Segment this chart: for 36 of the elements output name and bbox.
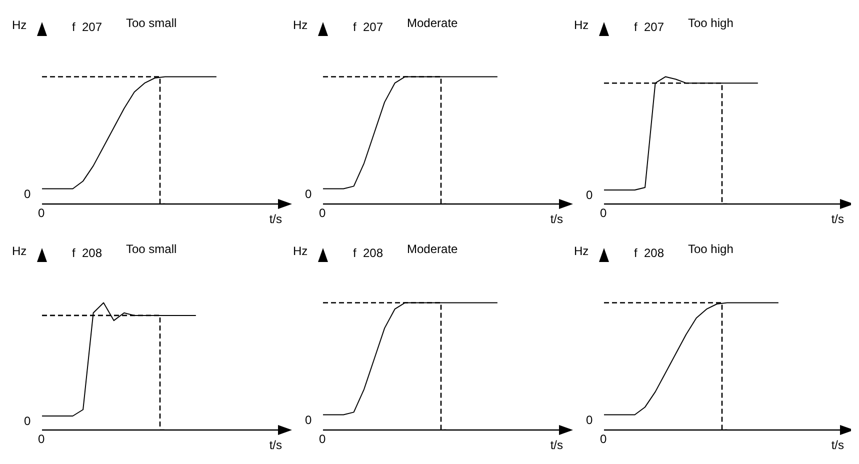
text: 0 [38, 206, 45, 220]
text: 0 [319, 206, 326, 220]
text: 0 [24, 414, 31, 428]
x-axis-title: t/s [550, 212, 563, 226]
chart-subtitle: Too high [688, 242, 734, 256]
chart-title: f 208 [353, 246, 384, 260]
text: 0 [305, 186, 312, 201]
x-axis-title: t/s [269, 438, 282, 452]
text: 0 [600, 206, 607, 220]
text: 0 [586, 188, 593, 202]
text: 0 [38, 432, 45, 446]
y-axis-title: Hz [574, 244, 589, 258]
chart-subtitle: Too high [688, 16, 734, 30]
text: 0 [586, 412, 593, 427]
chart-subtitle: Moderate [407, 242, 458, 256]
text: 0 [24, 186, 31, 201]
x-axis-title: t/s [550, 438, 563, 452]
chart-title: f 207 [353, 20, 384, 34]
x-axis-title: t/s [269, 212, 282, 226]
x-axis-title: t/s [831, 438, 844, 452]
y-axis-title: Hz [293, 18, 308, 32]
y-axis-title: Hz [293, 244, 308, 258]
chart-title: f 207 [72, 20, 102, 34]
chart-subtitle: Moderate [407, 16, 458, 30]
y-axis-title: Hz [12, 18, 27, 32]
chart-title: f 208 [72, 246, 102, 260]
text: 0 [305, 412, 312, 427]
chart-subtitle: Too small [126, 242, 177, 256]
chart-subtitle: Too small [126, 16, 177, 30]
x-axis-title: t/s [831, 212, 844, 226]
y-axis-title: Hz [574, 18, 589, 32]
chart-title: f 208 [634, 246, 664, 260]
chart-title: f 207 [634, 20, 664, 34]
y-axis-title: Hz [12, 244, 27, 258]
text: 0 [319, 432, 326, 446]
text: 0 [600, 432, 607, 446]
